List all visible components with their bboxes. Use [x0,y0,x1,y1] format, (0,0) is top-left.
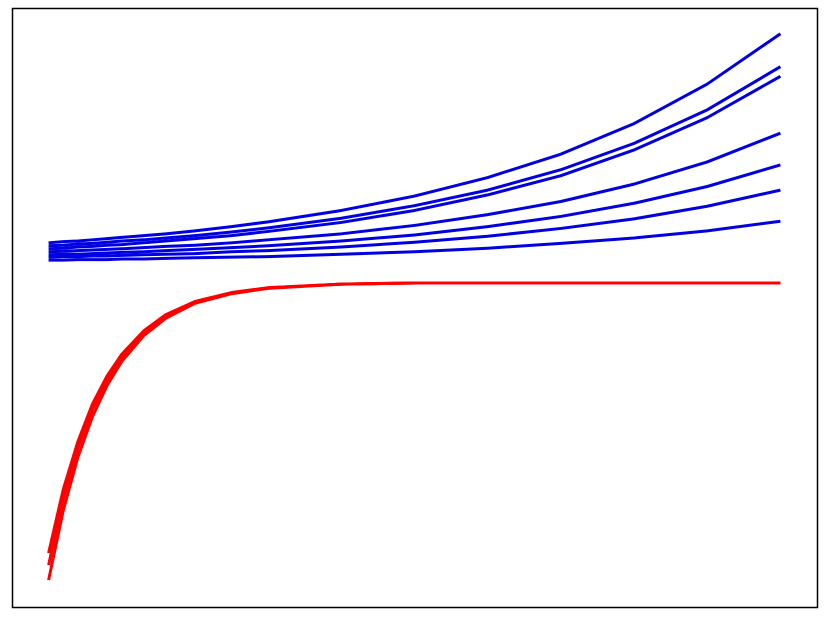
data-line [48,65,782,248]
data-line [48,74,782,251]
data-line [48,131,781,254]
data-line [48,32,782,245]
data-line [47,281,781,566]
data-line [48,188,781,259]
plot-frame [11,7,819,609]
data-line [48,219,781,262]
data-line [48,163,781,257]
